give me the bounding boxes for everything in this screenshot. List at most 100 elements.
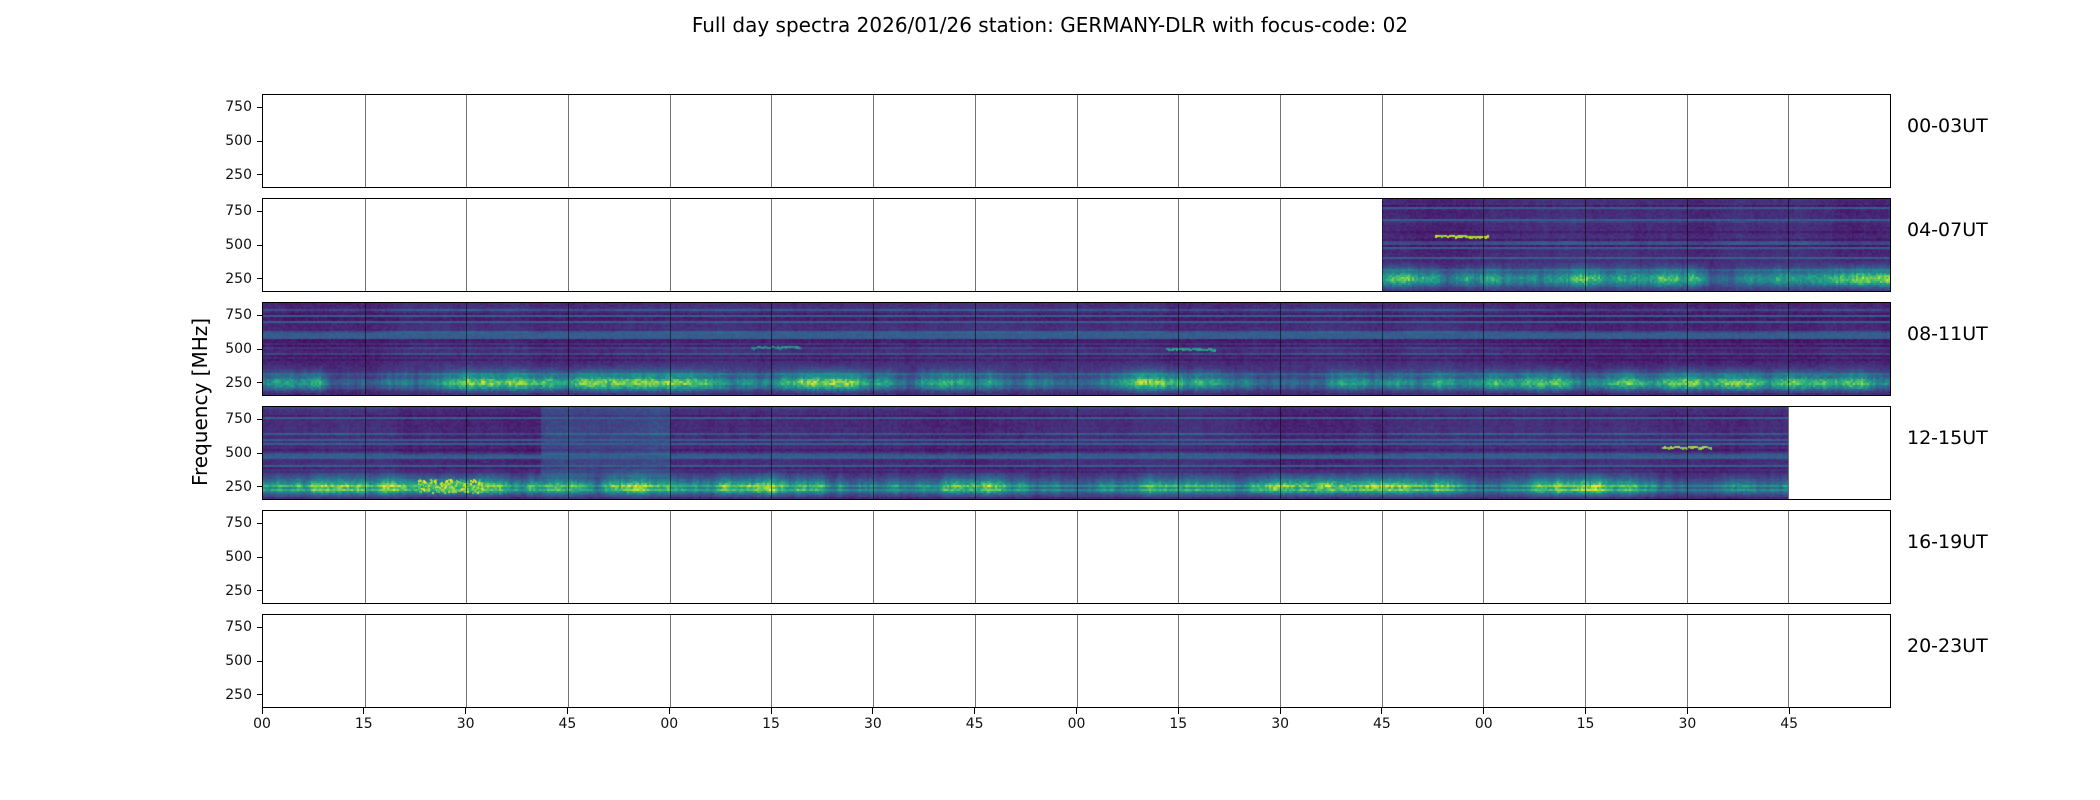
segment-gridline xyxy=(1686,407,1688,499)
spectra-panel-12-15UT xyxy=(262,406,1891,500)
spectra-panel-08-11UT xyxy=(262,302,1891,396)
x-tick-label: 30 xyxy=(1678,716,1697,732)
segment-gridline xyxy=(1788,615,1790,707)
segment-gridline xyxy=(466,95,468,187)
segment-gridline xyxy=(568,199,570,291)
segment-gridline xyxy=(1178,407,1180,499)
y-tick-mark xyxy=(257,278,262,280)
segment-gridline xyxy=(1178,303,1180,395)
segment-gridline xyxy=(1686,199,1688,291)
segment-gridline xyxy=(1483,407,1485,499)
y-tick-mark xyxy=(257,556,262,558)
segment-gridline xyxy=(466,303,468,395)
segment-gridline xyxy=(873,407,875,499)
segment-gridline xyxy=(771,95,773,187)
segment-gridline xyxy=(364,303,366,395)
chart-title: Full day spectra 2026/01/26 station: GER… xyxy=(691,13,1409,37)
segment-gridline xyxy=(568,95,570,187)
x-tick-mark xyxy=(974,708,976,714)
panel-label: 08-11UT xyxy=(1907,323,1988,345)
y-tick-label: 750 xyxy=(225,515,252,532)
segment-gridline xyxy=(568,303,570,395)
spectra-panel-04-07UT xyxy=(262,198,1891,292)
segment-gridline xyxy=(1279,511,1281,603)
y-tick-mark xyxy=(257,314,262,316)
segment-gridline xyxy=(1483,95,1485,187)
x-tick-label: 30 xyxy=(1271,716,1290,732)
x-tick-label: 45 xyxy=(558,716,577,732)
segment-gridline xyxy=(974,199,976,291)
spectra-panel-20-23UT xyxy=(262,614,1891,708)
segment-gridline xyxy=(1483,303,1485,395)
y-tick-mark xyxy=(257,174,262,176)
y-tick-mark xyxy=(257,486,262,488)
segment-gridline xyxy=(466,615,468,707)
y-tick-mark xyxy=(257,522,262,524)
x-tick-mark xyxy=(1279,708,1281,714)
segment-gridline xyxy=(873,95,875,187)
segment-gridline xyxy=(466,199,468,291)
y-tick-mark xyxy=(257,348,262,350)
x-tick-label: 15 xyxy=(354,716,373,732)
segment-gridline xyxy=(1381,511,1383,603)
y-tick-label: 250 xyxy=(225,686,252,703)
segment-gridline xyxy=(974,303,976,395)
segment-gridline xyxy=(974,511,976,603)
segment-gridline xyxy=(669,615,671,707)
segment-gridline xyxy=(669,511,671,603)
segment-gridline xyxy=(1483,615,1485,707)
y-tick-mark xyxy=(257,210,262,212)
segment-gridline xyxy=(364,407,366,499)
segment-gridline xyxy=(771,407,773,499)
y-tick-label: 750 xyxy=(225,99,252,116)
segment-gridline xyxy=(1686,511,1688,603)
segment-gridline xyxy=(771,615,773,707)
x-tick-label: 45 xyxy=(1780,716,1799,732)
segment-gridline xyxy=(974,407,976,499)
segment-gridline xyxy=(1076,615,1078,707)
x-tick-label: 30 xyxy=(863,716,882,732)
segment-gridline xyxy=(1381,199,1383,291)
x-tick-mark xyxy=(770,708,772,714)
panel-label: 04-07UT xyxy=(1907,219,1988,241)
x-tick-mark xyxy=(1483,708,1485,714)
segment-gridline xyxy=(771,303,773,395)
segment-gridline xyxy=(568,615,570,707)
segment-gridline xyxy=(669,95,671,187)
panel-label: 20-23UT xyxy=(1907,635,1988,657)
y-tick-mark xyxy=(257,418,262,420)
segment-gridline xyxy=(1584,407,1586,499)
y-tick-label: 500 xyxy=(225,237,252,253)
x-tick-mark xyxy=(1686,708,1688,714)
segment-gridline xyxy=(1483,511,1485,603)
segment-gridline xyxy=(669,303,671,395)
x-tick-mark xyxy=(1177,708,1179,714)
spectra-panel-16-19UT xyxy=(262,510,1891,604)
segment-gridline xyxy=(1381,407,1383,499)
y-tick-mark xyxy=(257,382,262,384)
segment-gridline xyxy=(873,199,875,291)
panel-label: 00-03UT xyxy=(1907,115,1988,137)
x-tick-mark xyxy=(872,708,874,714)
x-tick-label: 15 xyxy=(1576,716,1595,732)
segment-gridline xyxy=(1076,303,1078,395)
y-tick-label: 750 xyxy=(225,619,252,636)
segment-gridline xyxy=(1381,95,1383,187)
segment-gridline xyxy=(1178,615,1180,707)
segment-gridline xyxy=(568,511,570,603)
segment-gridline xyxy=(1584,199,1586,291)
x-tick-mark xyxy=(1076,708,1077,714)
segment-gridline xyxy=(1788,303,1790,395)
segment-gridline xyxy=(568,407,570,499)
segment-gridline xyxy=(1788,95,1790,187)
segment-gridline xyxy=(1483,199,1485,291)
y-tick-mark xyxy=(257,140,262,142)
y-tick-mark xyxy=(257,590,262,592)
segment-gridline xyxy=(1686,615,1688,707)
y-tick-label: 250 xyxy=(225,374,252,391)
x-tick-label: 45 xyxy=(1373,716,1391,732)
segment-gridline xyxy=(1686,303,1688,395)
segment-gridline xyxy=(466,511,468,603)
segment-gridline xyxy=(1178,199,1180,291)
segment-gridline xyxy=(1584,303,1586,395)
